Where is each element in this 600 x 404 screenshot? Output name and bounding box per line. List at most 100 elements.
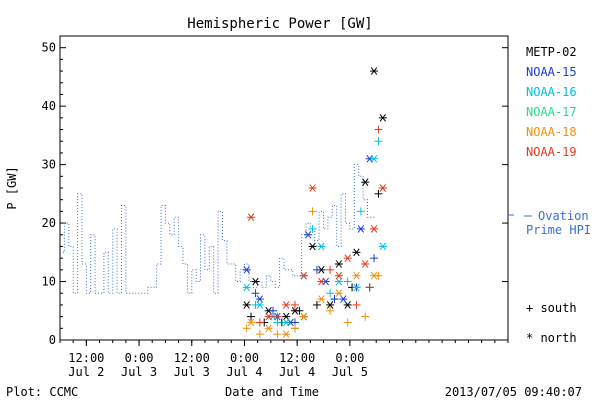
north-point (334, 289, 343, 298)
north-point (247, 318, 256, 327)
south-point (326, 306, 335, 315)
point-stroke (269, 312, 277, 321)
legend-entry: METP-02 (526, 45, 577, 59)
point-stroke (283, 312, 290, 321)
point-stroke (283, 301, 290, 309)
plot-frame (59, 35, 509, 341)
north-point (247, 213, 256, 222)
point-stroke (344, 254, 351, 262)
point-stroke (379, 242, 387, 251)
south-point (251, 289, 260, 298)
north-point (255, 295, 264, 303)
legend-entry: NOAA-19 (526, 145, 577, 159)
south-point (361, 312, 370, 321)
point-stroke (256, 301, 264, 309)
x-tick-time-label: 0:00 (230, 351, 259, 365)
point-stroke (362, 260, 369, 268)
north-point (378, 242, 387, 251)
point-stroke (353, 248, 360, 257)
y-tick-label: 50 (42, 41, 56, 55)
point-stroke (309, 242, 316, 251)
y-tick-label: 30 (42, 158, 56, 172)
point-stroke (283, 318, 290, 327)
x-tick-date-label: Jul 4 (279, 365, 315, 379)
x-axis-label: Date and Time (225, 385, 319, 399)
point-stroke (357, 225, 365, 233)
north-point (361, 178, 370, 186)
point-stroke (335, 289, 343, 298)
north-point (317, 277, 326, 286)
north-point (242, 301, 251, 309)
south-point (273, 312, 282, 321)
point-stroke (379, 184, 387, 192)
point-stroke (370, 271, 378, 280)
point-stroke (370, 67, 378, 75)
chart-title: Hemispheric Power [GW] (187, 16, 372, 32)
south-point (374, 137, 383, 146)
y-tick-label: 20 (42, 216, 56, 230)
legend-entry: NOAA-15 (526, 65, 577, 79)
x-tick-time-label: 0:00 (335, 351, 364, 365)
south-point (326, 265, 335, 274)
south-point (290, 324, 299, 333)
south-point (312, 265, 321, 274)
x-tick-date-label: Jul 5 (332, 365, 368, 379)
point-stroke (243, 301, 250, 309)
north-point (299, 312, 308, 321)
point-stroke (291, 306, 299, 315)
x-tick-time-label: 12:00 (279, 351, 315, 365)
south-point (352, 300, 361, 309)
point-stroke (353, 271, 360, 280)
point-stroke (344, 301, 351, 309)
legend-entry: NOAA-18 (526, 125, 577, 139)
north-point (334, 260, 343, 268)
point-stroke (340, 295, 347, 303)
data-points (242, 67, 387, 339)
north-point (299, 271, 308, 280)
point-stroke (304, 230, 312, 239)
point-stroke (256, 295, 264, 303)
point-stroke (247, 213, 255, 222)
point-stroke (366, 154, 373, 163)
point-stroke (287, 318, 294, 327)
south-point (255, 318, 264, 327)
point-stroke (309, 184, 316, 192)
point-stroke (322, 277, 329, 286)
north-point (352, 271, 361, 280)
point-stroke (265, 306, 272, 315)
south-point (255, 330, 264, 339)
south-point (343, 318, 352, 327)
y-tick-label: 10 (42, 275, 56, 289)
north-point (370, 67, 379, 75)
y-ticks: 0 10 20 30 40 50 (42, 35, 508, 347)
north-point (378, 114, 387, 122)
south-point (273, 330, 282, 339)
north-point (378, 184, 387, 192)
y-axis-label: P [GW] (5, 166, 19, 209)
north-point (370, 225, 379, 233)
south-point (290, 300, 299, 309)
point-stroke (335, 277, 343, 286)
north-point (334, 271, 343, 280)
north-point (339, 295, 348, 303)
legend-entry: NOAA-17 (526, 105, 577, 119)
north-point (282, 301, 291, 309)
ovation-legend: Ovation Prime HPI (508, 209, 591, 237)
point-stroke (326, 301, 334, 309)
plot-credit: Plot: CCMC (6, 385, 78, 399)
south-point (326, 289, 335, 298)
ovation-legend-label-2: Prime HPI (526, 223, 591, 237)
point-stroke (318, 242, 325, 251)
point-stroke (379, 114, 387, 122)
south-point (312, 300, 321, 309)
north-point (282, 330, 291, 338)
point-stroke (362, 178, 369, 186)
x-tick-date-label: Jul 2 (68, 365, 104, 379)
north-point (317, 242, 326, 251)
legend: METP-02 NOAA-15 NOAA-16 NOAA-17 NOAA-18 NOAA-… (526, 45, 577, 159)
point-stroke (370, 154, 378, 163)
north-point (361, 260, 370, 268)
south-point (374, 189, 383, 198)
point-stroke (370, 225, 378, 233)
